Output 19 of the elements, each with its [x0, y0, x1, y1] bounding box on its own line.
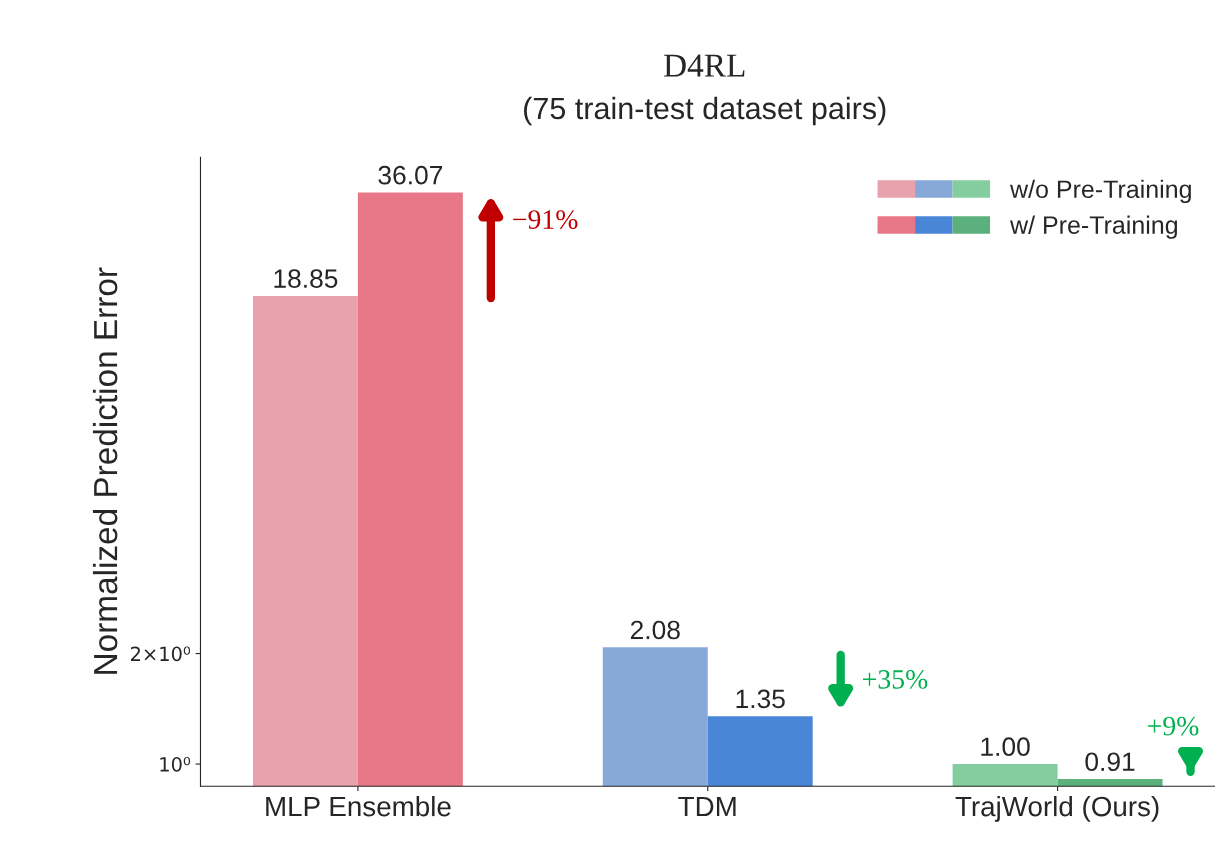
annotation: +9% [1148, 716, 1199, 736]
data-label: 1.35 [736, 689, 785, 709]
chart-title: D4RL [663, 54, 745, 77]
annotation: −91% [513, 210, 578, 229]
legend-label: w/o Pre-Training [1010, 179, 1191, 204]
annotation: +35% [863, 669, 928, 689]
legend-label: w/ Pre-Training [1010, 215, 1177, 239]
x-tick-label: MLP Ensemble [266, 795, 451, 817]
y-tick-label: 10⁰ [160, 757, 191, 772]
data-label: 1.00 [981, 737, 1030, 757]
y-tick-label: 2×10⁰ [130, 646, 191, 662]
data-label: 36.07 [378, 165, 443, 185]
x-tick-label: TrajWorld (Ours) [955, 795, 1159, 822]
x-tick-label: TDM [678, 796, 736, 817]
data-label: 18.85 [274, 269, 338, 288]
chart-subtitle: (75 train-test dataset pairs) [524, 96, 886, 126]
y-axis-title: Normalized Prediction Error [92, 267, 118, 674]
data-label: 0.91 [1085, 752, 1135, 772]
data-label: 2.08 [630, 620, 680, 640]
